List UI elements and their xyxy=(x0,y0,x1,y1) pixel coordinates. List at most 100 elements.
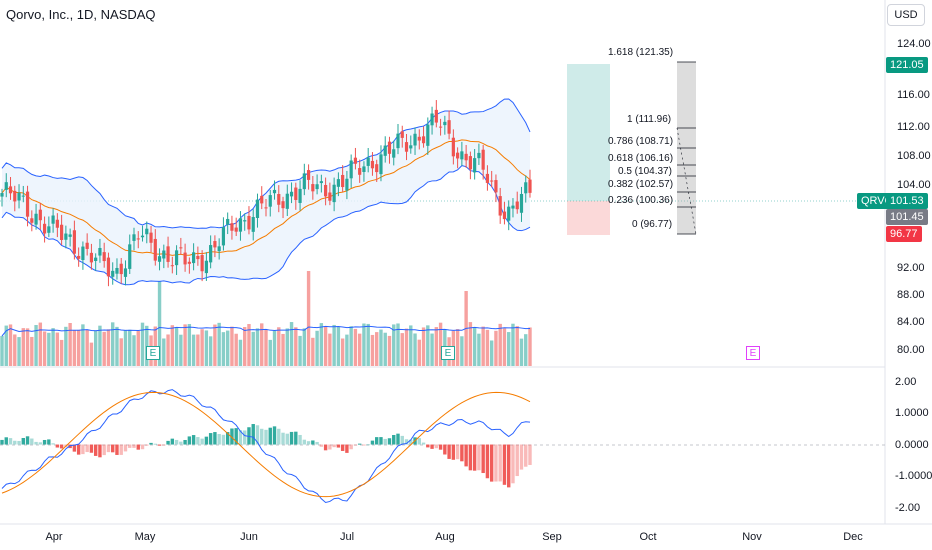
macd-histogram-bar xyxy=(247,427,251,445)
earnings-badge[interactable]: E xyxy=(146,346,160,360)
candle-body xyxy=(400,131,404,138)
fib-label: 0.618 (106.16) xyxy=(608,153,674,164)
macd-histogram-bar xyxy=(468,444,473,471)
macd-histogram-bar xyxy=(42,439,47,445)
candle-body xyxy=(179,247,183,249)
candle-body xyxy=(281,201,285,209)
volume-bar xyxy=(111,322,115,366)
macd-histogram-bar xyxy=(519,444,524,470)
volume-bar xyxy=(30,336,34,366)
currency-button[interactable]: USD xyxy=(887,4,925,26)
fib-label: 0.382 (102.57) xyxy=(608,179,674,190)
position-loss-zone[interactable] xyxy=(567,201,610,235)
macd-histogram-bar xyxy=(379,437,383,445)
macd-histogram-bar xyxy=(319,444,324,447)
candle-body xyxy=(468,156,472,170)
candle-body xyxy=(370,160,375,169)
volume-bar xyxy=(132,335,136,366)
volume-bar xyxy=(353,328,358,366)
macd-histogram-bar xyxy=(511,444,515,484)
macd-histogram-bar xyxy=(136,444,140,450)
earnings-badge-upcoming[interactable]: E xyxy=(746,346,760,360)
macd-histogram-bar xyxy=(447,444,451,459)
macd-histogram-bar xyxy=(145,444,149,446)
volume-bar xyxy=(89,342,94,366)
macd-histogram-bar xyxy=(426,444,430,448)
volume-bar xyxy=(221,332,226,366)
candle-body xyxy=(379,154,383,175)
macd-histogram-bar xyxy=(323,444,328,451)
macd-histogram-bar xyxy=(243,430,247,445)
macd-histogram-bar xyxy=(524,444,528,467)
volume-bar xyxy=(179,334,183,366)
macd-histogram-bar xyxy=(515,444,519,477)
fib-label: 1 (111.96) xyxy=(627,114,672,125)
volume-bar xyxy=(498,323,502,366)
candle-body xyxy=(349,160,353,179)
candle-body xyxy=(149,232,153,243)
candle-body xyxy=(302,173,306,190)
fib-label: 0.786 (108.71) xyxy=(608,136,674,147)
candle-body xyxy=(336,179,340,187)
macd-histogram-bar xyxy=(191,435,196,445)
macd-histogram-bar xyxy=(208,433,213,445)
earnings-badge[interactable]: E xyxy=(441,346,455,360)
candle-body xyxy=(345,178,349,191)
candle-body xyxy=(392,149,396,158)
volume-bar xyxy=(528,327,532,366)
candle-body xyxy=(17,192,21,201)
fib-label: 1.618 (121.35) xyxy=(608,47,674,58)
time-label-sep: Sep xyxy=(542,531,562,543)
volume-bar xyxy=(507,332,511,366)
volume-bar xyxy=(396,323,400,366)
volume-ma xyxy=(1,325,531,337)
candle-body xyxy=(460,151,464,160)
candle-body xyxy=(85,242,89,249)
candle-body xyxy=(375,164,379,173)
volume-bar xyxy=(51,328,55,366)
candle-body xyxy=(294,187,298,200)
volume-bar xyxy=(511,323,515,366)
macd-histogram-bar xyxy=(89,444,94,453)
volume-bar xyxy=(200,329,204,366)
candle-body xyxy=(8,186,13,194)
macd-histogram-bar xyxy=(166,440,170,445)
volume-bar xyxy=(191,334,196,366)
candle-body xyxy=(298,188,302,203)
candle-body xyxy=(311,184,315,192)
candle-body xyxy=(106,257,111,277)
volume-bar xyxy=(417,339,421,366)
macd-histogram-bar xyxy=(8,438,13,445)
macd-histogram-bar xyxy=(311,440,315,445)
macd-histogram-bar xyxy=(102,444,106,456)
secondary-price-tag: 101.45 xyxy=(886,209,928,225)
candle-body xyxy=(490,180,494,182)
volume-bar xyxy=(472,327,477,366)
macd-histogram-bar xyxy=(434,444,439,449)
volume-bar xyxy=(460,336,464,366)
macd-histogram-bar xyxy=(289,431,294,445)
volume-bar xyxy=(72,330,77,366)
volume-bar xyxy=(502,328,507,366)
macd-histogram-bar xyxy=(302,439,307,445)
position-profit-zone[interactable] xyxy=(567,64,610,201)
volume-bar xyxy=(4,325,8,366)
candle-body xyxy=(528,179,532,193)
price-tick: 116.00 xyxy=(897,89,930,101)
macd-histogram-bar xyxy=(430,444,434,449)
candle-body xyxy=(200,255,204,272)
macd-histogram-bar xyxy=(455,444,460,460)
volume-bar xyxy=(524,334,528,366)
candle-body xyxy=(77,255,81,259)
macd-tick: 0.0000 xyxy=(895,439,929,451)
volume-bar xyxy=(455,329,460,366)
candle-body xyxy=(328,192,332,201)
volume-bar xyxy=(392,324,396,366)
macd-histogram-bar xyxy=(153,443,157,445)
fib-extension-tool[interactable] xyxy=(676,61,697,235)
volume-bar xyxy=(383,332,387,366)
volume-bar xyxy=(438,322,443,366)
volume-bar xyxy=(272,330,277,366)
macd-histogram-bar xyxy=(349,444,353,450)
